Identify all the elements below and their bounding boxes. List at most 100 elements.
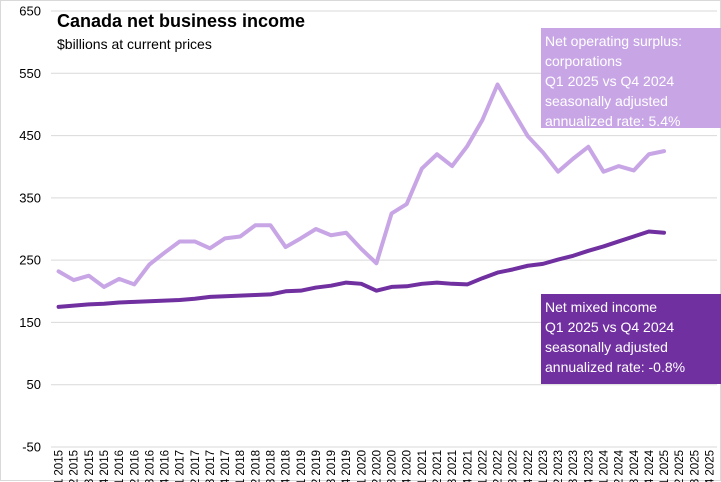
x-tick-label: Q4 2016 [160, 450, 172, 482]
x-tick-label: Q2 2021 [432, 450, 444, 482]
data-point [87, 303, 91, 306]
x-tick-label: Q2 2015 [69, 450, 81, 482]
data-point [269, 224, 272, 227]
data-point [587, 145, 590, 148]
x-tick-label: Q1 2024 [598, 449, 610, 482]
data-point [193, 297, 196, 300]
data-point [360, 282, 363, 286]
x-tick-label: Q3 2024 [629, 449, 641, 482]
chart-subtitle: $billions at current prices [57, 36, 212, 52]
x-tick-label: Q4 2022 [523, 450, 535, 482]
x-tick-label: Q1 2020 [356, 450, 368, 482]
data-point [632, 235, 635, 238]
data-point [617, 164, 620, 168]
data-point [102, 302, 106, 305]
y-tick-label: 250 [19, 253, 41, 268]
data-point [117, 301, 121, 304]
data-point [511, 268, 514, 271]
data-point [87, 274, 91, 277]
data-point [541, 151, 545, 154]
data-point [420, 282, 424, 286]
data-point [602, 245, 605, 248]
annotation-line: Q1 2025 vs Q4 2024 [545, 73, 675, 89]
data-point [239, 294, 242, 297]
x-tick-label: Q2 2020 [371, 450, 383, 482]
data-point [314, 286, 318, 289]
x-tick-label: Q2 2023 [553, 450, 565, 482]
data-point [572, 254, 575, 257]
annotation-net-mixed-income: Net mixed income Q1 2025 vs Q4 2024 seas… [541, 294, 721, 384]
data-point [284, 245, 287, 249]
data-point [314, 227, 318, 231]
x-tick-label: Q4 2017 [220, 450, 232, 482]
y-axis-ticks: -50 50 150 250 350 450 550 650 [19, 4, 41, 455]
data-point [526, 134, 529, 138]
x-tick-label: Q2 2025 [674, 450, 686, 482]
x-axis-ticks: Q1 2015 Q2 2015 Q3 2015 Q4 2015 Q1 2016 Q2 20… [54, 449, 717, 482]
data-point [360, 247, 363, 251]
x-tick-label: Q4 2015 [99, 450, 111, 482]
y-tick-label: 650 [19, 4, 41, 19]
annotation-line: Q1 2025 vs Q4 2024 [545, 319, 675, 335]
data-point [556, 170, 560, 173]
data-point [178, 240, 181, 243]
data-point [435, 153, 439, 156]
data-point [526, 264, 529, 267]
x-tick-label: Q3 2017 [205, 450, 217, 482]
data-point [511, 109, 514, 112]
x-tick-label: Q1 2022 [477, 450, 489, 482]
x-tick-label: Q2 2018 [250, 450, 262, 482]
data-point [239, 235, 242, 238]
x-tick-label: Q1 2015 [54, 450, 66, 482]
x-tick-label: Q4 2023 [583, 450, 595, 482]
data-point [299, 237, 302, 240]
data-point [57, 270, 60, 273]
data-point [163, 299, 166, 302]
gridlines [51, 10, 717, 448]
x-tick-label: Q1 2021 [417, 450, 429, 482]
x-tick-label: Q1 2025 [659, 450, 671, 482]
annotation-line: Net operating surplus: [545, 33, 682, 49]
data-point [390, 285, 393, 289]
data-point [450, 164, 454, 168]
y-tick-label: -50 [22, 440, 41, 455]
data-point [344, 231, 348, 234]
x-tick-label: Q3 2018 [265, 450, 277, 482]
data-point [133, 283, 136, 286]
data-point [102, 285, 106, 289]
x-tick-label: Q3 2023 [568, 450, 580, 482]
x-tick-label: Q1 2017 [175, 450, 187, 482]
x-tick-label: Q1 2023 [538, 450, 550, 482]
data-point [496, 83, 499, 86]
data-point [450, 282, 454, 286]
data-point [390, 212, 393, 215]
data-point [405, 285, 408, 288]
data-point [329, 284, 333, 287]
data-point [117, 277, 121, 281]
x-tick-label: Q3 2019 [326, 450, 338, 482]
data-point [163, 251, 166, 254]
data-point [148, 300, 151, 303]
x-tick-label: Q1 2016 [114, 450, 126, 482]
data-point [647, 230, 651, 233]
x-tick-label: Q1 2018 [235, 450, 247, 482]
annotation-line: corporations [545, 53, 623, 69]
data-point [617, 240, 620, 243]
data-point [329, 234, 333, 237]
x-tick-label: Q4 2025 [704, 450, 716, 482]
data-point [57, 305, 60, 309]
x-tick-label: Q4 2018 [281, 450, 293, 482]
data-point [632, 169, 635, 172]
x-tick-label: Q3 2016 [144, 450, 156, 482]
x-tick-label: Q2 2024 [614, 449, 626, 482]
data-point [662, 231, 666, 234]
data-point [208, 295, 212, 299]
data-point [405, 202, 408, 206]
annotation-net-operating-surplus: Net operating surplus: corporations Q1 2… [541, 28, 721, 129]
y-tick-label: 150 [19, 315, 41, 330]
data-point [375, 262, 378, 265]
data-point [148, 263, 151, 266]
data-point [481, 277, 484, 280]
x-tick-label: Q2 2016 [129, 450, 141, 482]
